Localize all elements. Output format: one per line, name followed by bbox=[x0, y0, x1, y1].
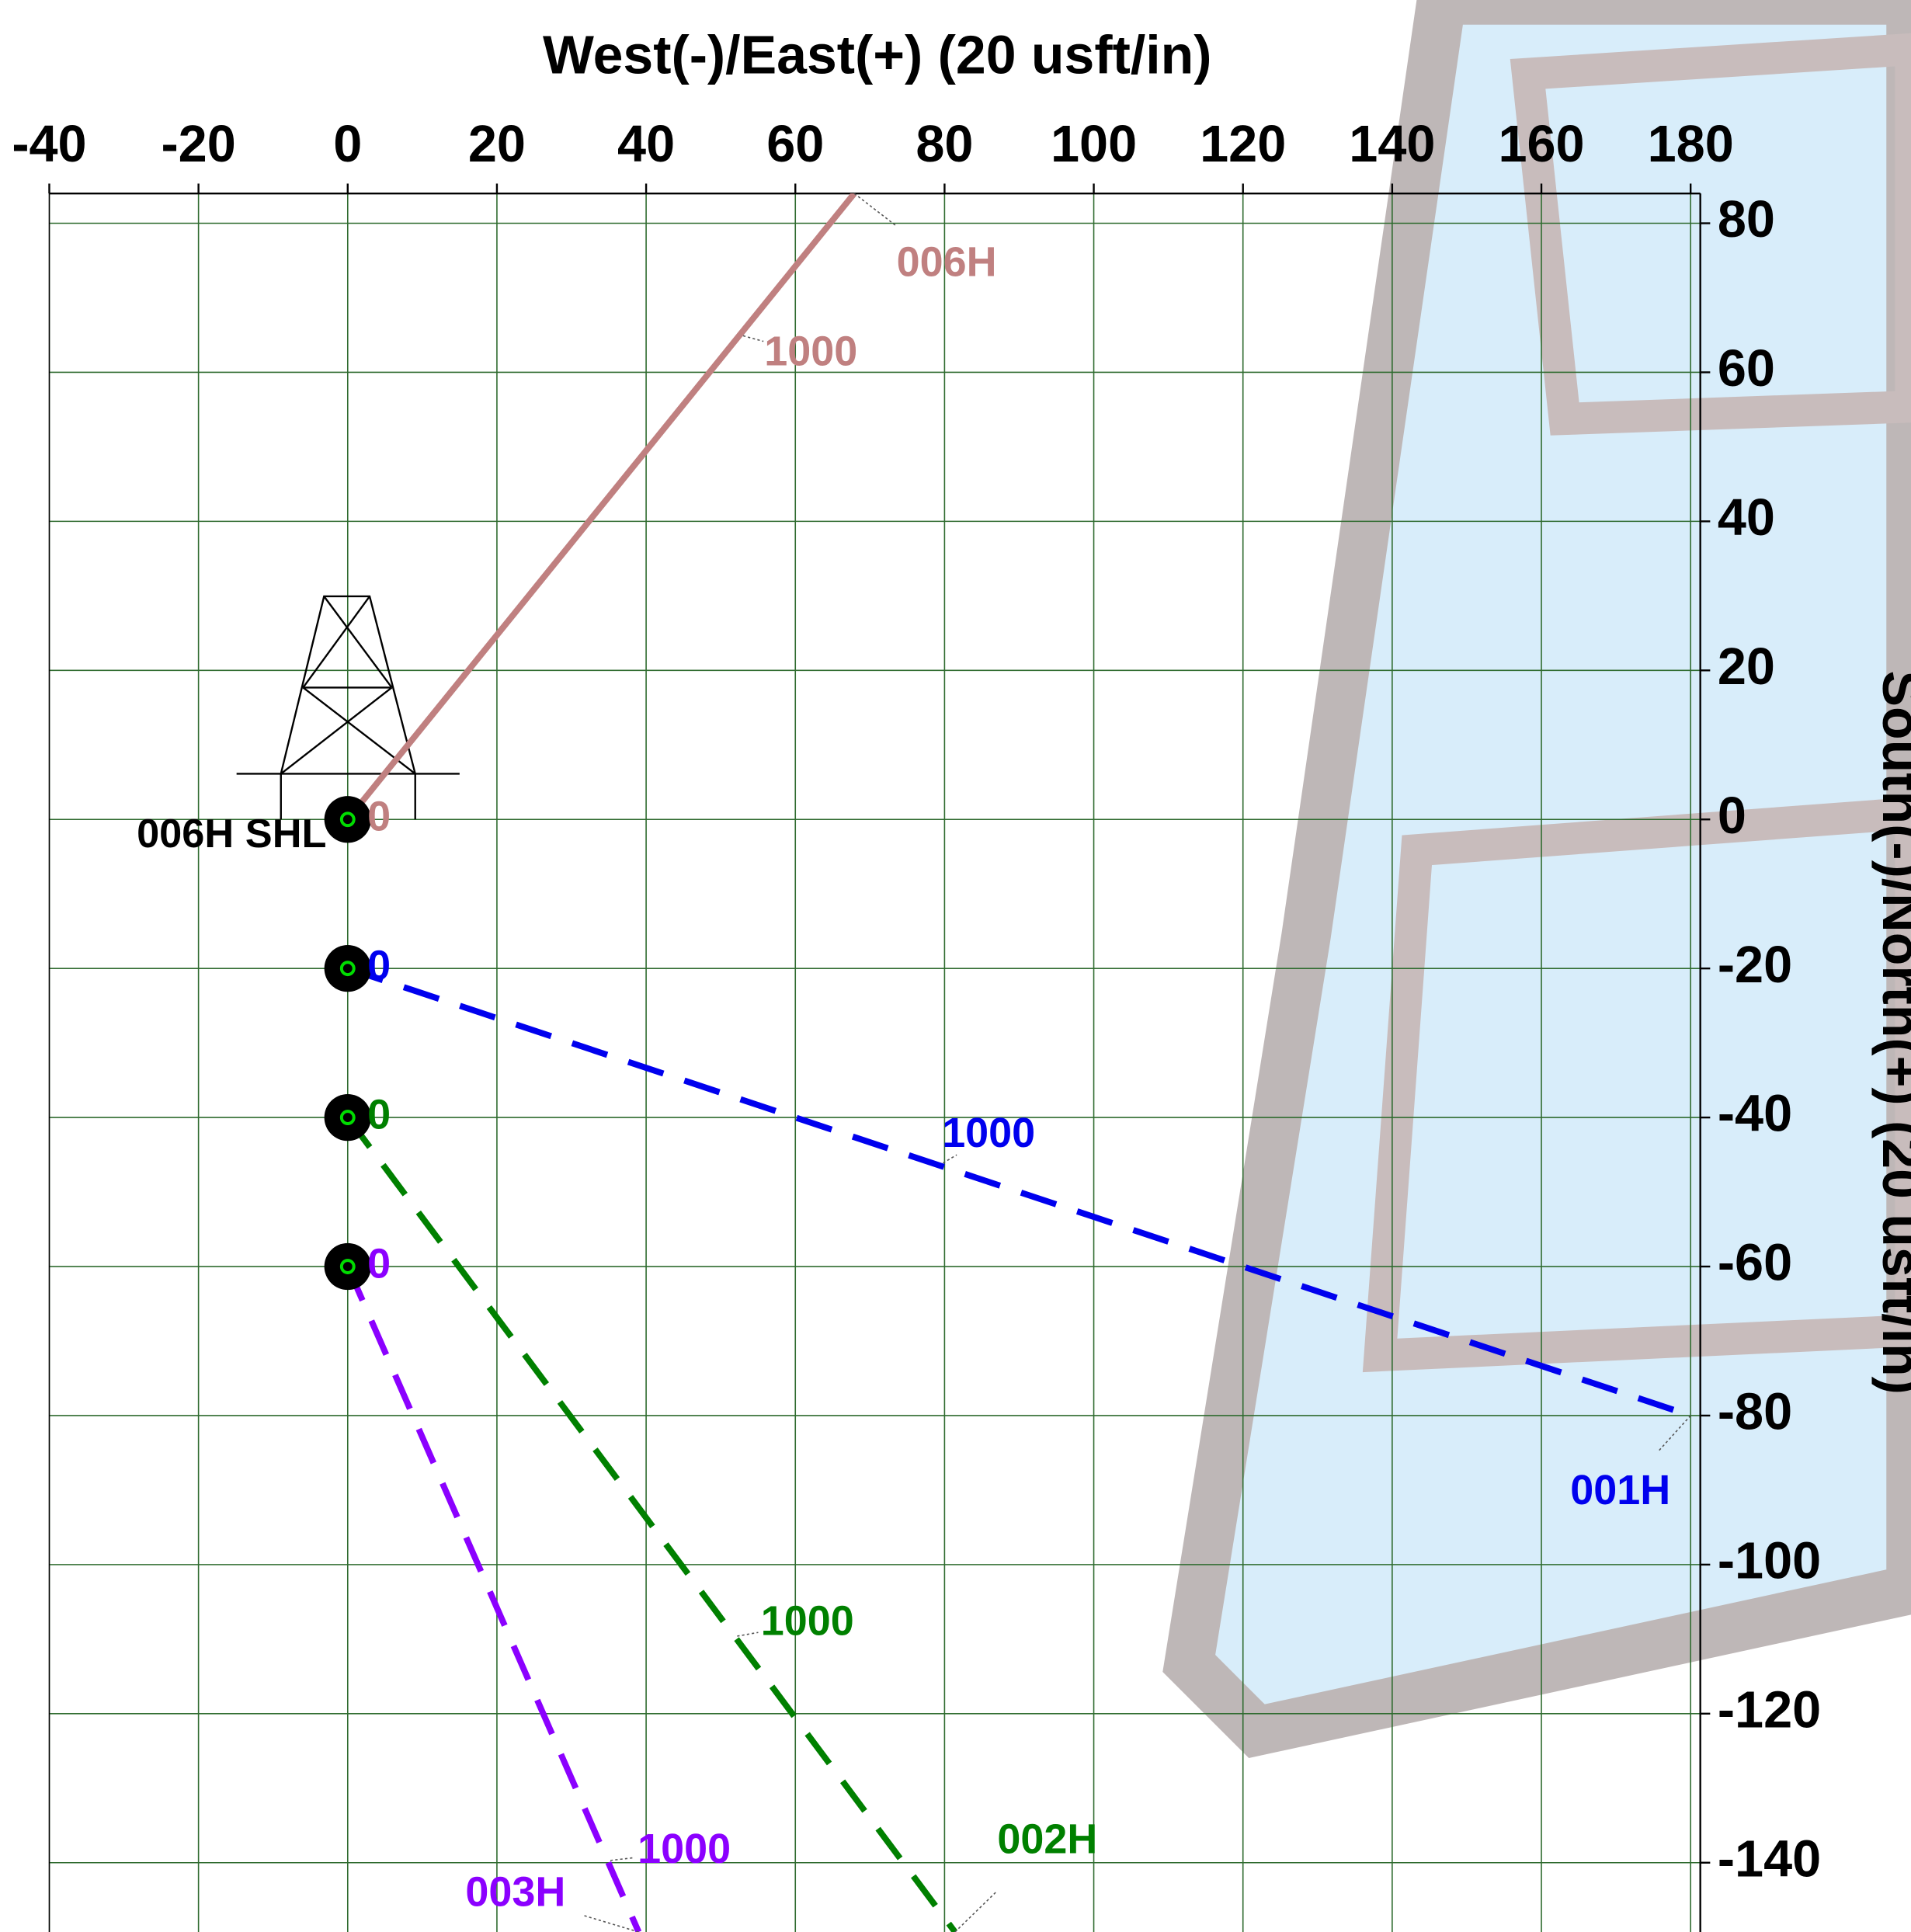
x-tick-label: 0 bbox=[333, 116, 362, 173]
well-label: 006H bbox=[897, 238, 997, 285]
md-tick bbox=[610, 1857, 633, 1861]
md-label: 0 bbox=[367, 1240, 391, 1287]
x-tick-label: 100 bbox=[1051, 116, 1137, 173]
y-tick-label: 80 bbox=[1718, 191, 1775, 248]
well-path bbox=[345, 1115, 958, 1932]
surface-location bbox=[324, 796, 371, 843]
y-tick-label: 60 bbox=[1718, 340, 1775, 398]
md-tick bbox=[742, 335, 764, 342]
y-axis-label: South(-)/North(+) (20 usft/in) bbox=[1871, 670, 1911, 1394]
y-tick-label: -60 bbox=[1718, 1235, 1792, 1292]
surface-label: 006H SHL bbox=[137, 811, 326, 857]
surface-dot bbox=[339, 961, 356, 977]
chart-title: West(-)/East(+) (20 usft/in) bbox=[543, 25, 1212, 85]
grid bbox=[49, 193, 1701, 1932]
surface-dot bbox=[339, 811, 356, 828]
x-tick-label: 120 bbox=[1200, 116, 1286, 173]
leader-line bbox=[954, 1891, 997, 1932]
well-label: 002H bbox=[997, 1816, 1097, 1862]
x-tick-label: 160 bbox=[1498, 116, 1584, 173]
surface-location bbox=[324, 1093, 371, 1141]
well-label: 003H bbox=[465, 1869, 565, 1916]
md-label: 0 bbox=[367, 793, 391, 839]
series-layer: 0 1000 006H 0 1000 001H 0 1000 002H 0 1000 003H bbox=[324, 193, 1692, 1932]
y-tick-label: -20 bbox=[1718, 936, 1792, 994]
background-image bbox=[1162, 0, 1911, 1759]
x-tick-label: 140 bbox=[1349, 116, 1435, 173]
well-path bbox=[345, 193, 857, 822]
x-tick-label: 60 bbox=[766, 116, 824, 173]
md-tick bbox=[737, 1631, 759, 1637]
surface-location bbox=[324, 945, 371, 992]
y-tick-label: 40 bbox=[1718, 489, 1775, 547]
md-label: 1000 bbox=[761, 1597, 854, 1644]
x-tick-label: 180 bbox=[1648, 116, 1734, 173]
y-tick-label: -100 bbox=[1718, 1532, 1821, 1590]
y-tick-label: -140 bbox=[1718, 1830, 1821, 1888]
md-label: 1000 bbox=[764, 328, 857, 374]
x-tick-label: -40 bbox=[12, 116, 86, 173]
md-label: 0 bbox=[367, 1091, 391, 1138]
md-label: 1000 bbox=[942, 1110, 1035, 1156]
plot-area bbox=[345, 193, 1692, 1932]
y-tick-label: -80 bbox=[1718, 1384, 1792, 1441]
y-tick-label: -120 bbox=[1718, 1681, 1821, 1739]
surface-dot bbox=[339, 1110, 356, 1126]
y-tick-label: 0 bbox=[1718, 787, 1746, 845]
surface-location bbox=[324, 1242, 371, 1291]
x-tick-label: 40 bbox=[617, 116, 675, 173]
x-tick-label: 20 bbox=[468, 116, 526, 173]
leader-line bbox=[853, 193, 897, 227]
y-tick-label: -40 bbox=[1718, 1086, 1792, 1143]
md-label: 0 bbox=[367, 942, 391, 989]
rig-icon bbox=[236, 595, 460, 820]
well-path bbox=[345, 1265, 642, 1932]
x-tick-label: 80 bbox=[916, 116, 973, 173]
well-label: 001H bbox=[1570, 1467, 1670, 1513]
x-tick-label: -20 bbox=[161, 116, 235, 173]
surface-dot bbox=[339, 1259, 356, 1274]
md-label: 1000 bbox=[638, 1826, 731, 1872]
y-tick-label: 20 bbox=[1718, 638, 1775, 696]
